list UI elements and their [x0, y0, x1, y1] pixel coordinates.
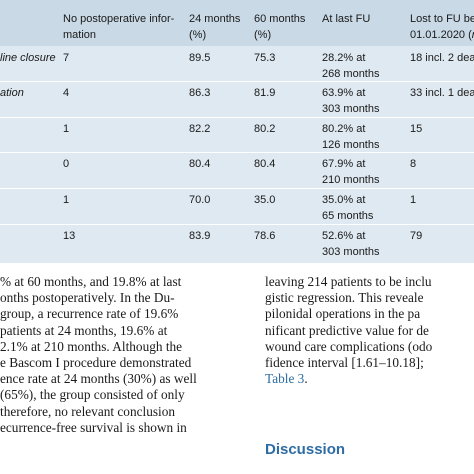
- cell-lastfu: 67.9% at 210 months: [322, 158, 380, 187]
- text-line: % at 60 months, and 19.8% at last: [0, 274, 182, 289]
- cell-m24: 89.5: [189, 52, 211, 64]
- right-column-text: leaving 214 patients to be inclu gistic …: [265, 274, 432, 387]
- cell-m24: 83.9: [189, 230, 211, 242]
- text-line: e Bascom I procedure demonstrated: [0, 354, 192, 370]
- header-24-months: 24 months (%): [189, 13, 241, 42]
- text-line: therefore, no relevant conclusion: [0, 403, 176, 419]
- cell-lost: 33 incl. 1 dea: [410, 87, 474, 99]
- cell-m24: 80.4: [189, 158, 211, 170]
- cell-lost: 15: [410, 123, 423, 135]
- text-line: pilonidal operations in the pa: [265, 306, 421, 322]
- header-at-last-fu: At last FU: [322, 13, 371, 25]
- results-table: No postoperative infor- mation 24 months…: [0, 0, 474, 263]
- text-line: nificant predictive value for de: [265, 322, 429, 338]
- row-divider: [0, 188, 474, 189]
- left-column-text: % at 60 months, and 19.8% at last onths …: [0, 274, 197, 436]
- cell-lost: 1: [410, 194, 417, 206]
- cell-label: line closure: [0, 52, 56, 64]
- discussion-heading: Discussion: [265, 441, 346, 458]
- table-3-link[interactable]: Table 3: [265, 371, 305, 387]
- cell-m60: 35.0: [254, 194, 276, 206]
- text-line: Table 3.: [265, 371, 308, 387]
- cell-lost: 79: [410, 230, 423, 242]
- text-line: leaving 214 patients to be inclu: [265, 274, 432, 289]
- text-line: (65%), the group consisted of only: [0, 387, 185, 403]
- cell-label: ation: [0, 87, 24, 99]
- cell-lastfu: 80.2% at 126 months: [322, 123, 380, 152]
- cell-no-postop: 7: [63, 52, 70, 64]
- cell-m60: 81.9: [254, 87, 276, 99]
- text-line: gistic regression. This reveale: [265, 290, 424, 306]
- cell-m60: 75.3: [254, 52, 276, 64]
- cell-no-postop: 13: [63, 230, 76, 242]
- row-divider: [0, 152, 474, 153]
- cell-no-postop: 1: [63, 123, 70, 135]
- cell-lost: 18 incl. 2 dea: [410, 52, 474, 64]
- text-line: group, a recurrence rate of 19.6%: [0, 306, 179, 322]
- cell-m60: 80.2: [254, 123, 276, 135]
- cell-no-postop: 0: [63, 158, 70, 170]
- row-divider: [0, 117, 474, 118]
- row-divider: [0, 81, 474, 82]
- table-header: [0, 0, 474, 46]
- row-divider: [0, 224, 474, 225]
- cell-m24: 70.0: [189, 194, 211, 206]
- cell-lost: 8: [410, 158, 417, 170]
- cell-lastfu: 35.0% at 65 months: [322, 194, 374, 223]
- text-line: fidence interval [1.61–10.18];: [265, 354, 424, 370]
- cell-lastfu: 28.2% at 268 months: [322, 52, 380, 81]
- text-line: patients at 24 months, 19.6% at: [0, 322, 168, 338]
- cell-m24: 82.2: [189, 123, 211, 135]
- cell-m24: 86.3: [189, 87, 211, 99]
- header-lost-to-fu: Lost to FU bef 01.01.2020 (n: [410, 13, 474, 42]
- cell-no-postop: 4: [63, 87, 70, 99]
- text-line: wound care complications (odo: [265, 338, 433, 354]
- text-line: onths postoperatively. In the Du-: [0, 290, 175, 306]
- header-no-postoperative-information: No postoperative infor- mation: [63, 13, 175, 42]
- text-line: ecurrence-free survival is shown in: [0, 419, 187, 435]
- cell-lastfu: 63.9% at 303 months: [322, 87, 380, 116]
- header-60-months: 60 months (%): [254, 13, 306, 42]
- text-line: ence rate at 24 months (30%) as well: [0, 371, 197, 387]
- cell-no-postop: 1: [63, 194, 70, 206]
- cell-m60: 78.6: [254, 230, 276, 242]
- text-line: 2.1% at 210 months. Although the: [0, 338, 183, 354]
- cell-m60: 80.4: [254, 158, 276, 170]
- cell-lastfu: 52.6% at 303 months: [322, 230, 380, 259]
